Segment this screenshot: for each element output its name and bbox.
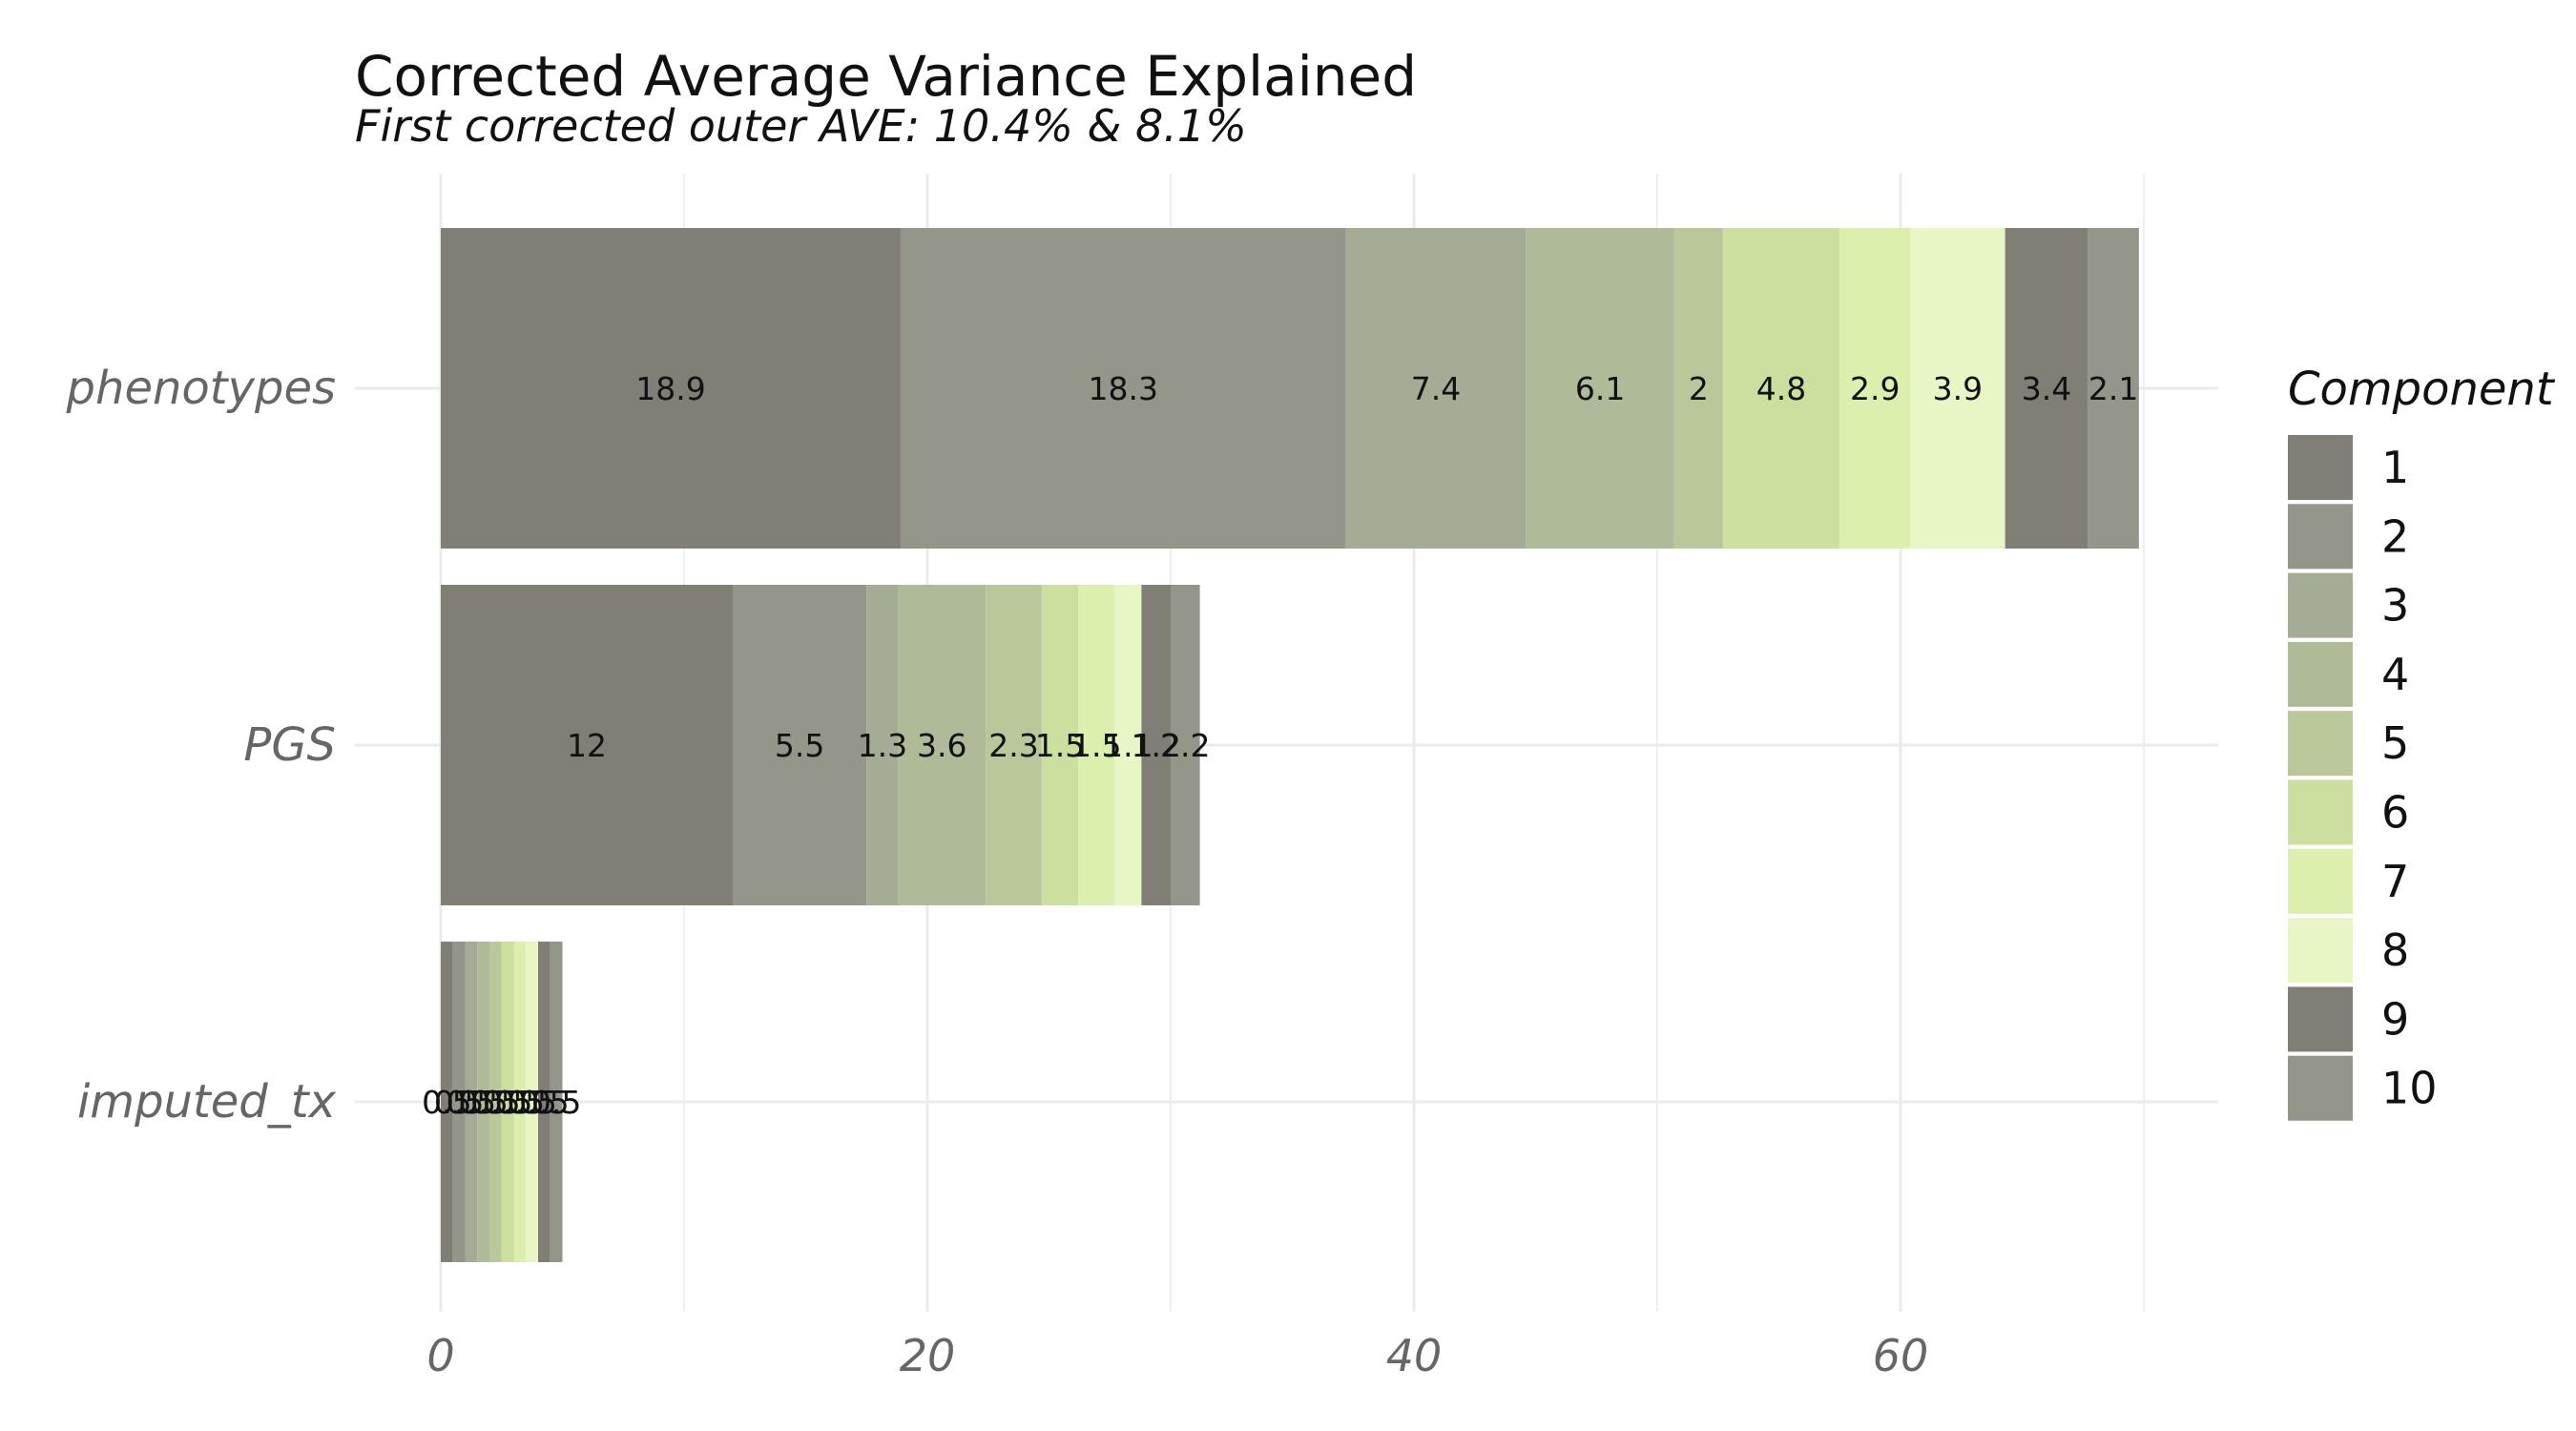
data-label-imputed_tx-component-3: 0.5 xyxy=(447,1084,496,1121)
data-label-imputed_tx-component-8: 0.5 xyxy=(507,1084,556,1121)
bar-segment-imputed_tx-component-6 xyxy=(501,942,514,1262)
data-label-phenotypes-component-1: 18.9 xyxy=(635,370,705,407)
data-label-PGS-component-2: 5.5 xyxy=(775,727,824,764)
bar-segment-phenotypes-component-7 xyxy=(1839,228,1911,549)
bar-segment-imputed_tx-component-5 xyxy=(489,942,502,1262)
data-label-imputed_tx-component-10: 0.5 xyxy=(531,1084,581,1121)
legend-title: Component xyxy=(2288,363,2556,416)
data-label-imputed_tx-component-7: 0.5 xyxy=(495,1084,545,1121)
legend-label-3: 3 xyxy=(2381,580,2409,632)
legend-key-3 xyxy=(2288,572,2353,638)
data-label-imputed_tx-component-6: 0.5 xyxy=(483,1084,532,1121)
legend-key-9 xyxy=(2288,986,2353,1052)
x-tick-label-40: 40 xyxy=(1386,1330,1443,1381)
bar-segment-PGS-component-7 xyxy=(1078,585,1115,905)
x-tick-label-20: 20 xyxy=(900,1330,956,1381)
y-tick-label-PGS: PGS xyxy=(243,718,336,772)
bar-segment-phenotypes-component-8 xyxy=(1910,228,2005,549)
data-label-PGS-component-9: 1.2 xyxy=(1131,727,1180,764)
legend-label-9: 9 xyxy=(2381,993,2409,1045)
y-tick-label-phenotypes: phenotypes xyxy=(66,362,336,415)
data-label-phenotypes-component-9: 3.4 xyxy=(2022,370,2071,407)
bar-segment-PGS-component-9 xyxy=(1141,585,1171,905)
data-label-phenotypes-component-6: 4.8 xyxy=(1756,370,1806,407)
bar-segment-phenotypes-component-1 xyxy=(441,228,901,549)
bar-segment-imputed_tx-component-7 xyxy=(513,942,527,1262)
data-label-PGS-component-7: 1.5 xyxy=(1071,727,1121,764)
legend-label-7: 7 xyxy=(2381,856,2409,907)
legend-label-6: 6 xyxy=(2381,787,2409,839)
bar-segment-imputed_tx-component-1 xyxy=(441,942,453,1262)
bar-segment-imputed_tx-component-3 xyxy=(465,942,478,1262)
bar-segment-phenotypes-component-9 xyxy=(2005,228,2088,549)
data-label-phenotypes-component-5: 2 xyxy=(1689,370,1709,407)
legend: Component 1 2 3 4 5 6 7 8 9 10 xyxy=(2288,363,2556,1121)
legend-key-8 xyxy=(2288,918,2353,984)
bar-segment-PGS-component-10 xyxy=(1171,585,1200,905)
bar-segment-PGS-component-8 xyxy=(1114,585,1142,905)
legend-key-6 xyxy=(2288,779,2353,845)
bar-segment-imputed_tx-component-8 xyxy=(526,942,538,1262)
data-label-imputed_tx-component-2: 0.5 xyxy=(434,1084,484,1121)
bar-segment-phenotypes-component-6 xyxy=(1722,228,1840,549)
bar-data-labels: 18.9 18.3 7.4 6.1 2 4.8 2.9 3.9 3.4 2.1 12 5.5 1.3 3.… xyxy=(422,370,2138,1121)
chart-subtitle: First corrected outer AVE: 10.4% & 8.1% xyxy=(355,100,1247,152)
legend-key-4 xyxy=(2288,641,2353,707)
axes: phenotypes PGS imputed_tx 0 20 40 60 xyxy=(66,362,1929,1381)
y-tick-label-imputed_tx: imputed_tx xyxy=(77,1075,337,1129)
bar-segment-PGS-component-2 xyxy=(733,585,867,905)
legend-key-5 xyxy=(2288,711,2353,777)
bar-segment-phenotypes-component-10 xyxy=(2088,228,2139,549)
data-label-phenotypes-component-2: 18.3 xyxy=(1089,370,1158,407)
legend-key-10 xyxy=(2288,1055,2353,1121)
data-label-imputed_tx-component-1: 0.5 xyxy=(422,1084,471,1121)
bar-segment-imputed_tx-component-2 xyxy=(452,942,466,1262)
legend-key-1 xyxy=(2288,435,2353,500)
bar-segment-PGS-component-3 xyxy=(866,585,899,905)
data-label-phenotypes-component-4: 6.1 xyxy=(1575,370,1625,407)
data-label-imputed_tx-component-4: 0.5 xyxy=(458,1084,508,1121)
data-label-PGS-component-10: 2.2 xyxy=(1160,727,1210,764)
legend-label-8: 8 xyxy=(2381,924,2409,976)
x-tick-label-60: 60 xyxy=(1873,1330,1929,1381)
data-label-PGS-component-3: 1.3 xyxy=(858,727,907,764)
data-label-PGS-component-5: 2.3 xyxy=(988,727,1038,764)
data-label-phenotypes-component-8: 3.9 xyxy=(1933,370,1983,407)
bar-segment-phenotypes-component-4 xyxy=(1526,228,1674,549)
bar-segment-phenotypes-component-3 xyxy=(1345,228,1527,549)
bar-segment-phenotypes-component-5 xyxy=(1673,228,1723,549)
x-tick-label-0: 0 xyxy=(426,1330,454,1381)
legend-key-7 xyxy=(2288,848,2353,914)
data-label-PGS-component-6: 1.5 xyxy=(1035,727,1085,764)
bar-segment-PGS-component-1 xyxy=(441,585,733,905)
bar-segment-PGS-component-4 xyxy=(898,585,987,905)
legend-key-2 xyxy=(2288,504,2353,570)
data-label-PGS-component-1: 12 xyxy=(567,727,607,764)
data-label-PGS-component-8: 1.1 xyxy=(1103,727,1153,764)
data-label-phenotypes-component-10: 2.1 xyxy=(2088,370,2138,407)
data-label-phenotypes-component-7: 2.9 xyxy=(1850,370,1900,407)
bar-segment-imputed_tx-component-9 xyxy=(538,942,551,1262)
chart-title: Corrected Average Variance Explained xyxy=(355,44,1417,109)
bar-segment-PGS-component-5 xyxy=(986,585,1042,905)
bar-segment-imputed_tx-component-10 xyxy=(550,942,563,1262)
bar-segment-imputed_tx-component-4 xyxy=(477,942,489,1262)
legend-label-5: 5 xyxy=(2381,717,2409,769)
legend-label-2: 2 xyxy=(2381,510,2409,562)
bar-segment-PGS-component-6 xyxy=(1041,585,1079,905)
bars xyxy=(441,228,2139,1262)
data-label-imputed_tx-component-9: 0.5 xyxy=(519,1084,569,1121)
data-label-phenotypes-component-3: 7.4 xyxy=(1411,370,1461,407)
legend-label-4: 4 xyxy=(2381,649,2409,700)
bar-segment-phenotypes-component-2 xyxy=(900,228,1346,549)
legend-label-1: 1 xyxy=(2381,442,2409,493)
data-label-imputed_tx-component-5: 0.5 xyxy=(470,1084,520,1121)
legend-label-10: 10 xyxy=(2381,1063,2438,1114)
data-label-PGS-component-4: 3.6 xyxy=(917,727,966,764)
